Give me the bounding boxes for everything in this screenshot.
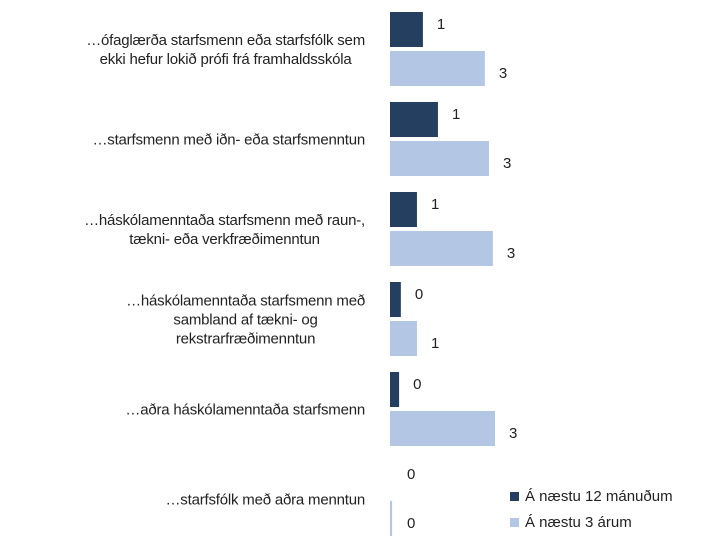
value-label: 1 xyxy=(452,106,460,123)
category-label: …starfsfólk með aðra menntun xyxy=(165,491,366,509)
bar xyxy=(390,282,401,317)
bar xyxy=(390,12,423,47)
value-label: 1 xyxy=(431,196,439,213)
bar xyxy=(390,321,417,356)
category-label: …starfsmenn með iðn- eða starfsmenntun xyxy=(92,131,365,149)
value-label: 0 xyxy=(407,466,415,483)
legend-label: Á næstu 12 mánuðum xyxy=(525,488,673,505)
legend-swatch xyxy=(510,518,519,527)
value-label: 3 xyxy=(509,425,517,442)
value-label: 3 xyxy=(503,155,511,172)
value-label: 3 xyxy=(507,245,515,262)
bar xyxy=(390,372,400,407)
bar xyxy=(390,141,490,176)
value-label: 0 xyxy=(413,376,421,393)
bar xyxy=(390,411,495,446)
value-label: 3 xyxy=(499,65,507,82)
bar xyxy=(390,501,393,536)
category-label: …háskólamenntaða starfsmenn með raun-, t… xyxy=(84,212,365,248)
category-label: …háskólamenntaða starfsmenn með sambland… xyxy=(126,292,365,348)
value-label: 0 xyxy=(407,515,415,532)
value-label: 0 xyxy=(415,286,423,303)
legend-swatch xyxy=(510,492,519,501)
bar xyxy=(390,231,493,266)
bar xyxy=(390,192,417,227)
legend-label: Á næstu 3 árum xyxy=(525,514,632,531)
bar xyxy=(390,102,438,137)
bar xyxy=(390,51,485,86)
category-label: …aðra háskólamenntaða starfsmenn xyxy=(125,401,365,419)
value-label: 1 xyxy=(437,16,445,33)
category-label: …ófaglærða starfsmenn eða starfsfólk sem… xyxy=(86,32,365,68)
value-label: 1 xyxy=(431,335,439,352)
